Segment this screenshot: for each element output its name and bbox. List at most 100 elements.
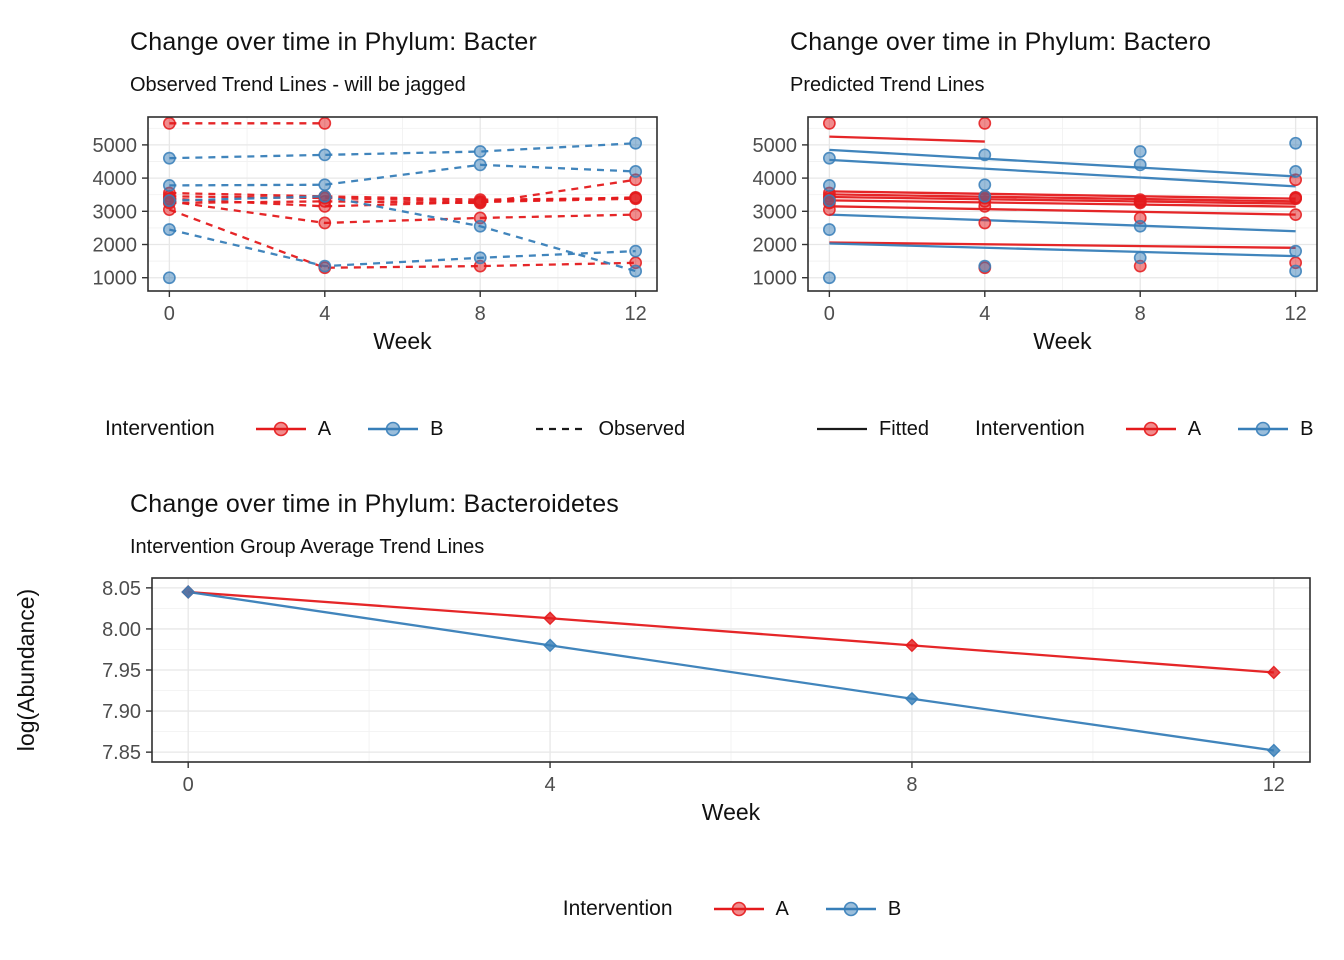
fitted-line-b [829,158,1296,188]
data-point-a [318,216,332,230]
y-tick-label: 2000 [93,235,138,257]
data-point-a [978,116,992,130]
legend-title-intervention: Intervention [975,417,1085,440]
data-point-a [162,116,176,130]
data-point-b [978,178,992,192]
fitted-line-b [829,213,1296,233]
data-point-a [1289,192,1303,206]
legend-title-intervention: Intervention [562,897,673,920]
data-point-b [1133,158,1147,172]
fitted-line-a [829,135,985,143]
legend-key-fitted-icon [817,427,867,431]
predicted-chart-subtitle: Predicted Trend Lines [790,74,985,96]
series-line-a [168,208,636,269]
predicted-chart: Change over time in Phylum: Bactero Pred… [660,0,1344,396]
legend-label-observed: Observed [598,417,686,440]
data-point-b [181,585,196,599]
legend-label-group-b: B [1300,417,1314,440]
fitted-line-b [829,242,1296,258]
legend-label-group-a: A [1187,417,1202,440]
series-line-b [188,590,1274,752]
legend-label-fitted: Fitted [879,417,930,440]
fitted-line-a [829,241,1296,249]
data-point-b [162,151,176,165]
data-point-b [162,194,176,208]
data-point-b [543,638,557,653]
y-tick-label: 4000 [753,168,798,190]
y-tick-label: 1000 [93,268,138,290]
data-point-b [473,219,487,233]
x-tick-label: 4 [545,774,556,796]
data-point-a [1133,196,1147,210]
y-tick-label: 3000 [93,201,138,223]
data-point-b [162,271,176,285]
data-point-a [1266,665,1281,680]
data-point-b [629,136,643,150]
data-point-b [905,691,919,706]
data-point-a [822,116,836,130]
data-point-b [473,158,487,172]
y-tick-label: 7.95 [102,660,141,682]
x-tick-label: 0 [183,774,194,796]
x-tick-label: 12 [1263,774,1285,796]
x-tick-label: 0 [824,303,835,325]
legend-label-group-a: A [775,897,789,920]
average-chart: Change over time in Phylum: Bacteroidete… [0,468,1344,880]
data-point-b [978,148,992,162]
fitted-line-a [829,193,1296,203]
average-chart-legend: Intervention A B [0,878,1344,940]
legend-label-group-a: A [317,417,332,440]
x-axis-title: Week [1033,328,1092,354]
x-tick-label: 4 [979,303,990,325]
data-point-a [629,192,643,206]
y-tick-label: 1000 [753,268,798,290]
predicted-chart-legend: Fitted Intervention A B [672,398,1344,460]
data-point-b [822,194,836,208]
data-point-a [543,611,557,626]
legend-key-observed-icon [536,427,587,431]
data-point-b [162,223,176,236]
data-point-b [318,189,332,203]
x-tick-label: 12 [625,303,647,325]
x-axis-title: Week [702,799,761,825]
y-tick-label: 7.90 [102,701,141,723]
data-point-b [1289,244,1303,258]
legend-key-group-a-icon [713,901,764,917]
data-point-a [318,116,332,130]
fitted-line-a [829,199,1296,208]
x-tick-label: 0 [164,303,175,325]
y-tick-label: 2000 [753,235,798,257]
legend-label-group-b: B [887,897,902,920]
data-point-b [1133,145,1147,158]
y-tick-label: 8.05 [102,578,141,600]
panel-border [147,116,658,292]
data-point-b [1289,136,1303,150]
x-tick-label: 8 [1135,303,1146,325]
y-tick-label: 7.85 [102,742,141,764]
legend-key-group-b-icon [368,421,419,437]
x-tick-label: 4 [319,303,330,325]
data-point-b [1133,251,1147,265]
series-line-a [188,590,1274,674]
fitted-line-b [829,148,1296,178]
x-axis-title: Week [373,328,432,354]
data-point-b [1289,165,1303,178]
data-point-b [822,151,836,165]
series-line-b [169,195,636,273]
legend-key-group-a-icon [1125,421,1176,437]
data-point-b [1289,264,1303,278]
average-plot-area: 0 4 8 12 7.85 7.90 7.95 8.00 8.05 Week log(Abundan… [13,577,1311,825]
data-point-b [822,179,836,192]
y-tick-label: 4000 [93,168,138,190]
legend-key-group-a-icon [255,421,306,437]
data-point-b [473,145,487,158]
observed-chart-title: Change over time in Phylum: Bacter [130,28,537,56]
average-chart-title: Change over time in Phylum: Bacteroidete… [130,490,619,518]
panel-border [807,116,1318,292]
data-point-b [978,189,992,203]
observed-chart-legend: Intervention A B Observed [0,398,777,460]
legend-key-group-b-icon [1238,421,1289,437]
data-point-a [1289,208,1303,222]
data-point-b [162,179,176,192]
data-point-b [629,244,643,258]
